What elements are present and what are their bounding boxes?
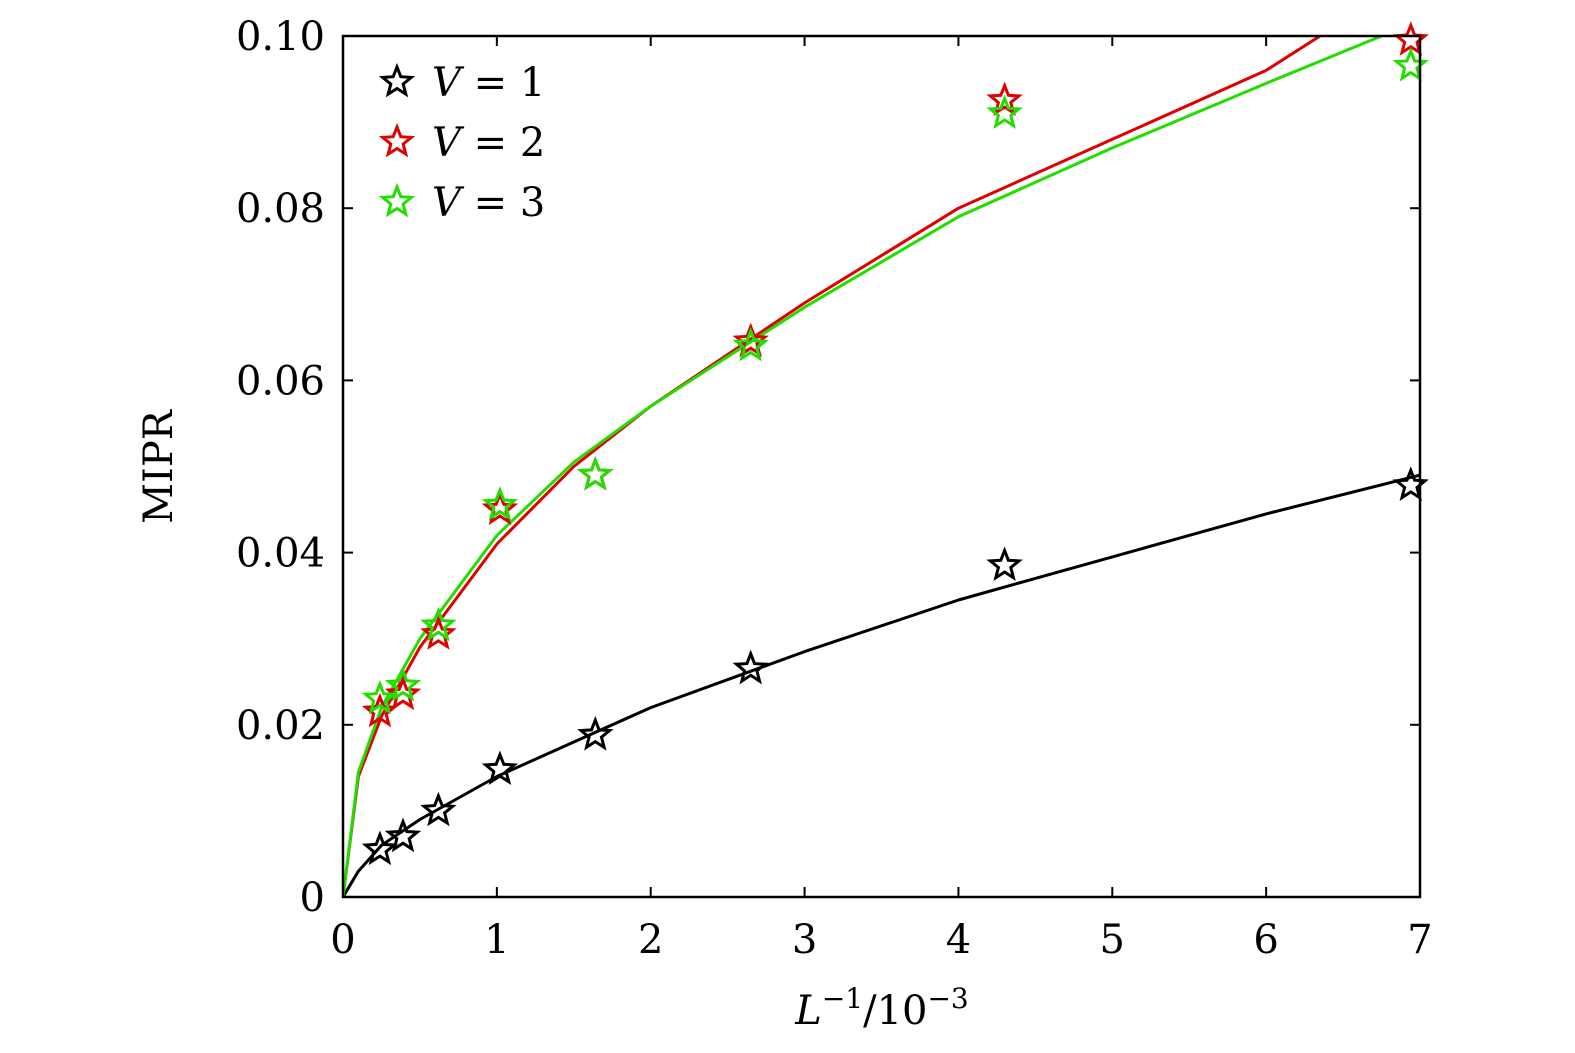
- y-axis-title: MIPR: [136, 408, 182, 524]
- x-tick-label: 3: [792, 917, 817, 963]
- fit-curve-series-1: [343, 473, 1420, 897]
- x-tick-label: 2: [638, 917, 663, 963]
- legend-variable: V: [432, 60, 465, 106]
- x-tick-label: 1: [484, 917, 509, 963]
- data-point-series-1: [361, 830, 399, 866]
- legend-label: V = 3: [432, 180, 545, 226]
- x-axis-title-sup1: −1: [822, 982, 863, 1015]
- data-point-series-1: [384, 817, 422, 853]
- x-axis-title: L−1/10−3: [794, 982, 969, 1035]
- x-tick-label: 6: [1253, 917, 1278, 963]
- legend-variable: V: [432, 180, 465, 226]
- y-tick-label: 0.08: [236, 186, 325, 232]
- fit-curve-series-2: [343, 36, 1321, 897]
- legend-label: V = 1: [432, 60, 545, 106]
- data-point-series-1: [577, 715, 614, 751]
- data-point-series-3: [577, 455, 614, 491]
- legend-value: = 2: [461, 120, 545, 166]
- y-tick-label: 0.02: [236, 703, 325, 749]
- data-point-series-3: [420, 606, 457, 642]
- x-tick-label: 7: [1407, 917, 1432, 963]
- y-tick-label: 0: [300, 875, 325, 921]
- legend-label: V = 2: [432, 120, 545, 166]
- legend-value: = 1: [461, 60, 545, 106]
- legend-marker: [378, 62, 416, 98]
- y-tick-label: 0.06: [236, 358, 325, 404]
- axis-ticks: 0 1 2 3 4 5 6 7 0 0.02 0.04 0.06 0.08 0.10: [236, 14, 1433, 963]
- legend-variable: V: [432, 120, 465, 166]
- legend: V = 1V = 2V = 3: [378, 60, 545, 226]
- legend-marker: [378, 182, 416, 218]
- data-point-series-2: [986, 81, 1023, 117]
- data-point-series-1: [986, 546, 1023, 582]
- data-markers: [361, 21, 1429, 866]
- data-point-series-3: [384, 666, 422, 702]
- x-tick-label: 4: [946, 917, 971, 963]
- plot-frame: [341, 34, 1422, 899]
- data-point-series-3: [732, 326, 769, 362]
- data-point-series-2: [361, 692, 399, 728]
- legend-value: = 3: [461, 180, 545, 226]
- legend-marker: [378, 122, 416, 158]
- data-point-series-1: [1392, 466, 1429, 501]
- y-tick-label: 0.10: [236, 14, 325, 60]
- x-axis-title-mid: /10: [863, 988, 927, 1034]
- data-point-series-1: [481, 750, 519, 786]
- x-tick-label: 5: [1100, 917, 1125, 963]
- data-point-series-3: [481, 486, 519, 521]
- x-axis-title-base: L: [794, 988, 822, 1034]
- data-point-series-1: [420, 791, 457, 827]
- data-point-series-3: [361, 679, 399, 715]
- data-point-series-2: [420, 615, 457, 650]
- x-tick-label: 0: [330, 917, 355, 963]
- data-point-series-3: [986, 94, 1023, 129]
- data-point-series-3: [1392, 46, 1429, 82]
- data-point-series-1: [732, 649, 769, 685]
- data-point-series-2: [384, 675, 422, 711]
- x-axis-title-sup2: −3: [927, 982, 968, 1015]
- y-tick-label: 0.04: [236, 531, 325, 577]
- data-point-series-2: [732, 322, 769, 358]
